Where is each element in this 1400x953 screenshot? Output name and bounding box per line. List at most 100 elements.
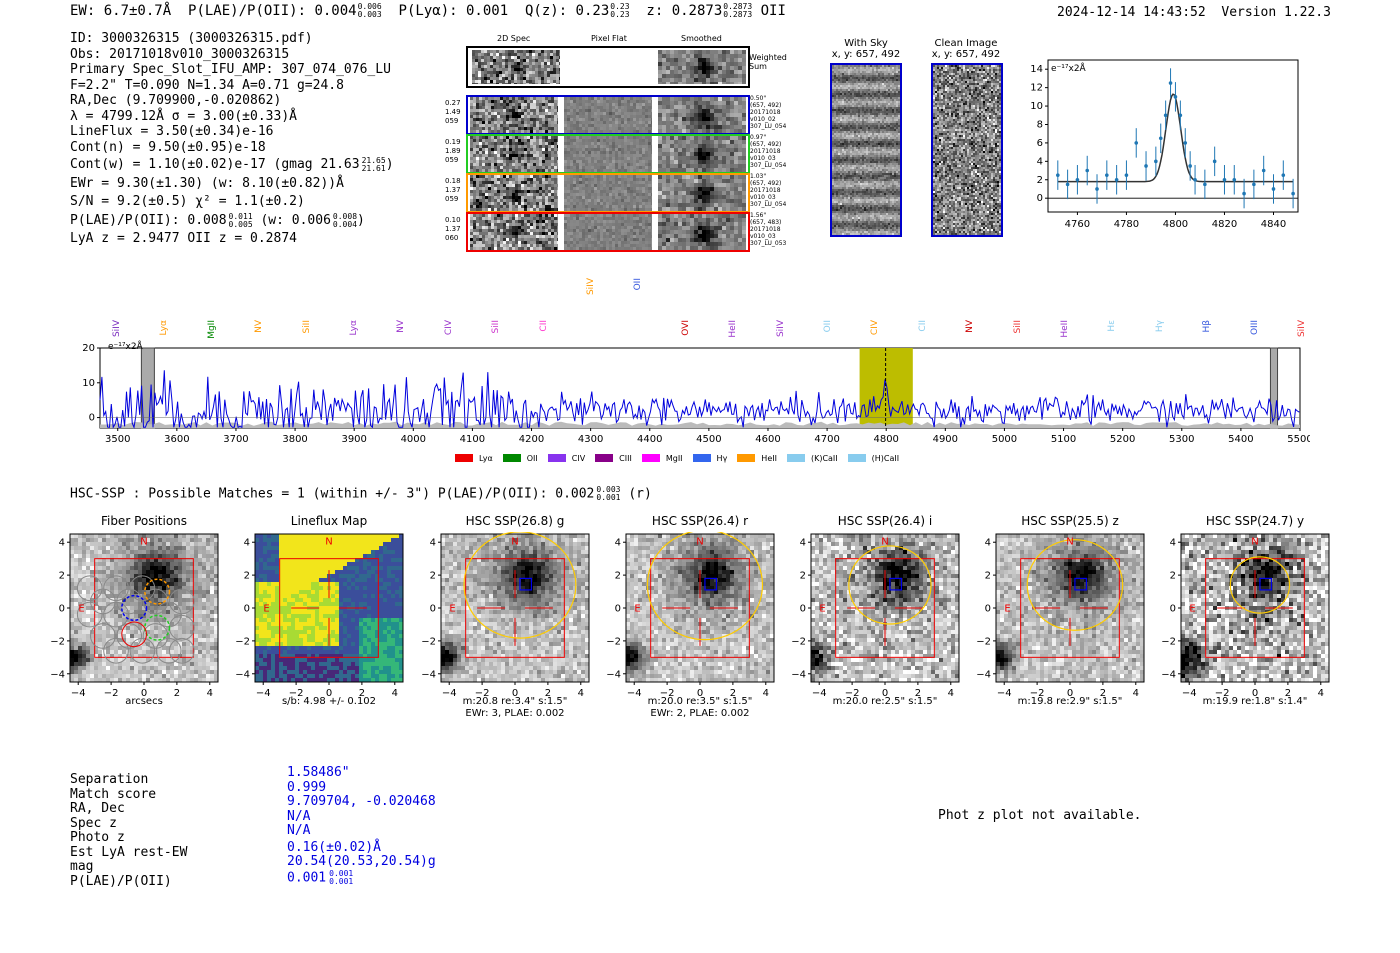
zoom-plot-frame: [1047, 59, 1299, 213]
legend-label: HeII: [761, 454, 777, 463]
header-plae-sub: 0.003: [358, 10, 382, 19]
spec2d-meta: 20171018: [750, 187, 786, 194]
hsc-panel: HSC SSP(24.7) y N E 4 2 0 −2 −4 −4 −2 0 2 4 m:19.9 re…: [1156, 510, 1334, 725]
spec2d-pixelflat-image: [564, 175, 652, 211]
hsc-ytick-label: 4: [1170, 538, 1176, 549]
line-id-label: SiII: [302, 320, 312, 334]
hsc-panel-title: HSC SSP(24.7) y: [1181, 514, 1329, 528]
zoom-ytick-label: 6: [1037, 138, 1043, 149]
line-id-label: CIV: [870, 320, 880, 335]
spec2d-meta: v010_03: [750, 233, 786, 240]
spec2d-smoothed-image: [658, 97, 746, 133]
zoom-ytick-label: 12: [1030, 83, 1043, 94]
hsc-xtick-label: −2: [660, 688, 675, 699]
search-box: [835, 558, 935, 658]
info-lambda: λ = 4799.12Å σ = 3.00(±0.33)Å: [70, 109, 394, 125]
line-id-label: OII: [633, 278, 643, 290]
hsc-ytick-label: 2: [1170, 571, 1176, 582]
spec2d-row-left-stats: 0.10 1.37 060: [445, 216, 461, 243]
masked-region: [1269, 347, 1279, 429]
full-xtick-label: 3700: [223, 434, 248, 445]
hsc-xtick-label: 4: [1318, 688, 1324, 699]
zoom-data-point: [1163, 113, 1168, 118]
line-id-label: Lyα: [159, 320, 169, 335]
hsc-ytick-label: 2: [244, 571, 250, 582]
spec2d-raw-image: [470, 136, 558, 172]
full-xtick-label: 3900: [341, 434, 366, 445]
hsc-panel-caption: m:20.0 re:3.5" s:1.5" EWr: 2, PLAE: 0.002: [626, 696, 774, 720]
hsc-ytick-label: −4: [606, 669, 621, 680]
spec2d-row-right-meta: 1.03" (657, 492) 20171018 v010_03 307_LU_054: [750, 173, 786, 208]
spec2d-col-label: Smoothed: [681, 34, 722, 43]
hsc-ytick-label: 2: [800, 571, 806, 582]
fiber-circle: [144, 578, 171, 605]
hsc-xtick-label: 2: [915, 688, 921, 699]
spec2d-meta: 307_LU_054: [750, 123, 786, 130]
hsc-ytick-label: −2: [791, 636, 806, 647]
hsc-xtick-label: 4: [392, 688, 398, 699]
search-box: [650, 558, 750, 658]
info-contw-text: Cont(w) = 1.10(±0.02)e-17 (gmag 21.63: [70, 157, 360, 172]
fiber-circle: [168, 637, 195, 664]
fiber-circle: [90, 623, 116, 649]
hsc-xtick-label: −4: [256, 688, 271, 699]
hsc-ytick-label: −2: [235, 636, 250, 647]
hsc-ytick-label: −4: [1161, 669, 1176, 680]
info-contn: Cont(n) = 9.50(±0.95)e-18: [70, 140, 394, 156]
hsc-ytick-label: −4: [976, 669, 991, 680]
spectrum-line: [99, 370, 1300, 430]
full-xtick-label: 4100: [460, 434, 485, 445]
fiber-circle: [168, 588, 195, 615]
spec2d-smoothed-image: [658, 214, 746, 250]
weighted-label-1: Weighted: [749, 53, 787, 62]
spec2d-stat: 0.27: [445, 99, 461, 108]
spec2d-raw-image: [470, 214, 558, 250]
hsc-panel-caption: arcsecs: [70, 696, 218, 708]
hsc-ytick-label: 4: [59, 538, 65, 549]
hsc-panel-title: Lineflux Map: [255, 514, 403, 528]
hsc-xtick-label: −4: [71, 688, 86, 699]
hsc-panel-caption: m:19.9 re:1.8" s:1.4": [1181, 696, 1329, 708]
east-label: E: [263, 603, 269, 614]
north-label: N: [881, 537, 888, 548]
zoom-data-point: [1212, 159, 1217, 164]
zoom-data-point: [1124, 173, 1129, 177]
info-plae: P(LAE)/P(OII): 0.008 0.011 0.005 (w: 0.006…: [70, 211, 394, 231]
legend-swatch: [502, 454, 521, 462]
line-id-label: SiIV: [776, 320, 786, 337]
fiber-circle: [155, 601, 182, 628]
full-xtick-label: 4500: [696, 434, 721, 445]
spec2d-stat: 0.19: [445, 138, 461, 147]
spec2d-stat: 059: [445, 117, 461, 126]
hsc-xtick-label: −2: [1215, 688, 1230, 699]
info-plae-w: (w: 0.006: [260, 213, 330, 228]
hsc-ytick-label: 0: [59, 604, 65, 615]
north-label: N: [140, 537, 147, 548]
spec2d-col-label: 2D Spec: [497, 34, 530, 43]
legend-item: OII: [502, 454, 538, 463]
hsc-ytick-label: 2: [985, 571, 991, 582]
spec2d-meta: 307_LU_054: [750, 201, 786, 208]
fiber-circle-primary: [121, 594, 148, 622]
legend-item: Lyα: [455, 454, 493, 463]
hsc-xtick-label: 4: [763, 688, 769, 699]
spec2d-meta: v010_02: [750, 116, 786, 123]
zoom-data-point: [1105, 173, 1109, 177]
spec2d-meta: 20171018: [750, 148, 786, 155]
fiber-circle: [121, 621, 147, 648]
spec2d-meta: (657, 492): [750, 180, 786, 187]
spec2d-pixelflat-image: [564, 97, 652, 133]
north-label: N: [696, 537, 703, 548]
hsc-ytick-label: 4: [430, 538, 436, 549]
spec2d-smoothed-image: [658, 175, 746, 211]
weighted-2d-image: [472, 50, 560, 84]
zoom-unit-label: e⁻¹⁷x2Å: [1051, 62, 1087, 74]
hsc-cutout-image: N E 4 2 0 −2 −4 −4 −2 0 2 4: [421, 532, 590, 699]
hsc-panel: HSC SSP(26.4) r N E 4 2 0 −2 −4 −4 −2 0 2 4 m:20.0 re…: [601, 510, 779, 725]
info-lyaz: LyA z = 2.9477 OII z = 0.2874: [70, 231, 394, 247]
spec2d-meta: 1.56": [750, 212, 786, 219]
hsc-panel: Fiber Positions N E 4 2 0 −2 −4 −4 −2 0 2 4 arcsecs: [45, 510, 223, 725]
hsc-ytick-label: 0: [615, 604, 621, 615]
full-xtick-label: 4900: [933, 434, 958, 445]
full-xtick-label: 5100: [1051, 434, 1076, 445]
